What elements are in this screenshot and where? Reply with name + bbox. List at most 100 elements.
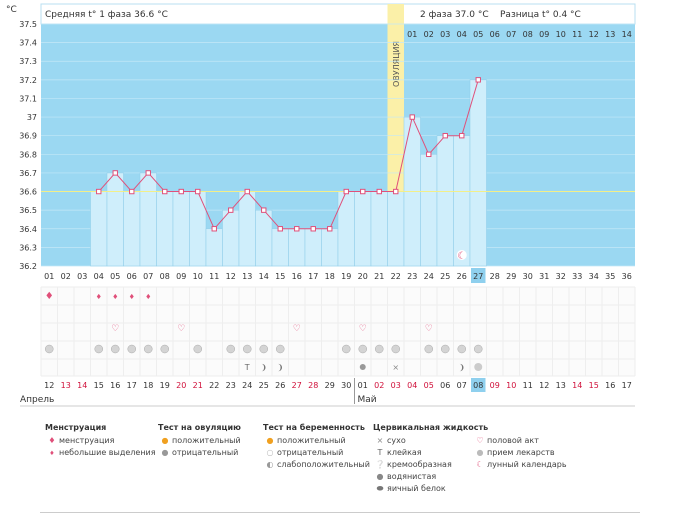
- heart-icon: ♡: [359, 324, 367, 334]
- cycle-day-label: 08: [160, 272, 170, 281]
- blood-drop-icon: ♦: [145, 293, 151, 301]
- date-label: 12: [44, 381, 54, 390]
- legend-pregnancy-test: Тест на беременность ● положительный ○ отр…: [263, 423, 370, 471]
- creamy-icon: ❩: [277, 363, 284, 372]
- date-label: 04: [407, 381, 417, 390]
- blood-drop-icon: ♦: [48, 436, 56, 445]
- legend-item: кремообразная: [387, 460, 452, 469]
- cycle-day-label: 05: [110, 272, 120, 281]
- legend-item: положительный: [172, 436, 241, 445]
- y-tick-label: 36.5: [19, 206, 37, 215]
- y-tick-label: 36.8: [19, 150, 37, 159]
- post-ovulation-day-label: 05: [473, 30, 483, 39]
- test-circle-icon: [474, 344, 483, 354]
- date-label: 10: [506, 381, 516, 390]
- legend-item: яичный белок: [387, 484, 446, 493]
- post-ovulation-day-label: 12: [589, 30, 599, 39]
- temp-bar: [288, 228, 306, 267]
- heart-icon: ♡: [111, 324, 119, 334]
- cycle-day-label: 16: [292, 272, 302, 281]
- heart-icon: ♡: [177, 324, 185, 334]
- date-label: 13: [556, 381, 566, 390]
- date-label: 17: [127, 381, 137, 390]
- cycle-day-label: 18: [325, 272, 335, 281]
- temp-bar: [90, 191, 108, 267]
- temp-point: [261, 207, 267, 213]
- date-label: 30: [341, 381, 351, 390]
- y-tick-label: 36.2: [19, 262, 37, 271]
- pill-icon: ●: [476, 448, 484, 457]
- negative-test-icon: ○: [266, 448, 274, 457]
- y-tick-label: 36.4: [19, 225, 37, 234]
- cycle-day-label: 27: [473, 272, 483, 281]
- sun-icon: ●: [161, 436, 169, 445]
- post-ovulation-day-label: 09: [539, 30, 549, 39]
- y-tick-label: 37.1: [19, 94, 37, 103]
- temp-bar: [321, 228, 339, 267]
- temp-point: [360, 188, 366, 195]
- temp-point: [277, 226, 283, 232]
- legend-item: менструация: [59, 436, 115, 445]
- temp-bar: [304, 228, 322, 267]
- temp-bar: [255, 209, 273, 267]
- cycle-day-label: 14: [259, 272, 269, 281]
- moon-bg: [456, 250, 467, 260]
- test-circle-icon: [259, 344, 268, 354]
- legend-menstruation-title: Менструация: [45, 423, 107, 432]
- temp-point: [244, 188, 250, 195]
- date-label: 16: [110, 381, 120, 390]
- legend: Менструация ♦ менструация ♦ небольшие выде…: [40, 423, 660, 503]
- date-label: 13: [61, 381, 71, 390]
- temp-point: [343, 188, 349, 195]
- temp-point: [376, 188, 382, 195]
- positive-test-icon: ●: [266, 436, 274, 445]
- cycle-day-label: 11: [209, 272, 219, 281]
- temp-point: [228, 207, 234, 213]
- cycle-day-label: 17: [308, 272, 318, 281]
- current-date-highlight: [471, 378, 486, 392]
- cycle-day-label: 23: [407, 272, 417, 281]
- test-circle-icon: [391, 344, 400, 354]
- test-circle-icon: [193, 344, 202, 354]
- date-label: 12: [539, 381, 549, 390]
- blood-drop-icon: ♦: [112, 293, 118, 301]
- test-circle-icon: [226, 344, 235, 354]
- blood-drop-icon: ♦: [129, 293, 135, 301]
- post-ovulation-day-label: 08: [523, 30, 533, 39]
- y-tick-label: 36.3: [19, 243, 37, 252]
- test-circle-icon: [342, 344, 351, 354]
- cycle-day-label: 01: [44, 272, 54, 281]
- date-label: 26: [275, 381, 285, 390]
- cycle-day-label: 02: [61, 272, 71, 281]
- post-ovulation-day-label: 13: [605, 30, 615, 39]
- test-circle-icon: [441, 344, 450, 354]
- date-label: 05: [424, 381, 434, 390]
- test-circle-icon: [127, 344, 136, 354]
- temp-point: [112, 170, 118, 176]
- cycle-day-label: 34: [589, 272, 599, 281]
- temp-bar: [139, 172, 157, 267]
- date-label: 07: [457, 381, 467, 390]
- month-label: Апрель: [20, 395, 54, 405]
- temp-point: [459, 132, 465, 139]
- heart-icon: ♡: [476, 436, 484, 445]
- current-day-highlight: [471, 268, 486, 283]
- cycle-day-label: 30: [523, 272, 533, 281]
- date-label: 01: [358, 381, 368, 390]
- test-circle-icon: [375, 344, 384, 354]
- cycle-day-label: 10: [193, 272, 203, 281]
- temp-bar: [370, 191, 388, 267]
- date-label: 14: [77, 381, 87, 390]
- test-circle-icon: [45, 344, 54, 354]
- y-tick-label: 36.9: [19, 132, 37, 141]
- test-circle-icon: [160, 344, 169, 354]
- legend-item: клейкая: [387, 448, 422, 457]
- date-label: 16: [605, 381, 615, 390]
- legend-pregnancy-title: Тест на беременность: [263, 423, 365, 432]
- month-label: Май: [358, 395, 377, 405]
- temp-point: [442, 132, 448, 139]
- temp-bar: [337, 191, 355, 267]
- date-label: 17: [622, 381, 632, 390]
- creamy-icon: ❩: [458, 363, 465, 372]
- egg-white-icon: ⬬: [376, 484, 384, 493]
